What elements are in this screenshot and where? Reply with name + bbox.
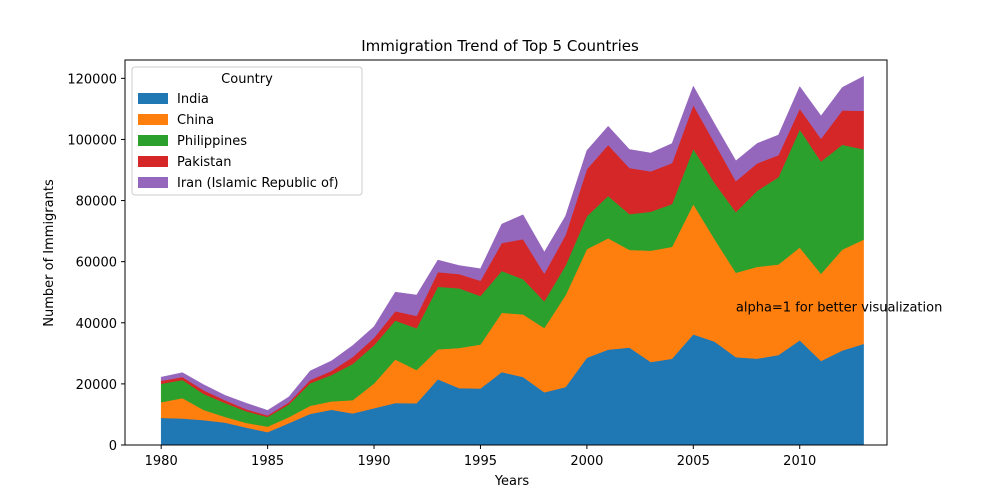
- y-tick-label: 20000: [76, 378, 117, 393]
- y-axis: 0 20000 40000 60000 80000 100000 120000: [67, 72, 125, 454]
- legend-label: Philippines: [177, 134, 247, 149]
- legend-label: Iran (Islamic Republic of): [177, 176, 339, 191]
- legend-swatch: [138, 177, 168, 188]
- x-tick-label: 1985: [251, 454, 284, 469]
- y-axis-title: Number of Immigrants: [42, 179, 57, 327]
- y-tick-label: 0: [109, 439, 117, 454]
- legend-swatch: [138, 135, 168, 146]
- x-axis: 1980 1985 1990 1995 2000 2005 2010: [145, 445, 816, 469]
- y-tick-label: 80000: [76, 195, 117, 210]
- x-axis-title: Years: [494, 474, 530, 489]
- x-tick-label: 2000: [570, 454, 603, 469]
- legend-label: Pakistan: [177, 155, 231, 170]
- legend: Country India China Philippines Pakistan Ira…: [131, 66, 363, 196]
- x-tick-label: 1990: [357, 454, 390, 469]
- legend-label: India: [177, 92, 209, 107]
- legend-label: China: [177, 113, 214, 128]
- legend-swatch: [138, 93, 168, 104]
- x-tick-label: 2010: [783, 454, 816, 469]
- x-tick-label: 1980: [145, 454, 178, 469]
- area-series-iran-islamic-republic-of: [160, 75, 864, 416]
- y-tick-label: 40000: [76, 317, 117, 332]
- chart-title: Immigration Trend of Top 5 Countries: [361, 37, 639, 55]
- x-tick-label: 2005: [677, 454, 710, 469]
- legend-swatch: [138, 114, 168, 125]
- area-series-group: [160, 75, 864, 446]
- x-tick-label: 1995: [464, 454, 497, 469]
- y-tick-label: 120000: [67, 72, 117, 87]
- plot-frame: [124, 59, 888, 446]
- legend-box: [131, 66, 363, 196]
- y-tick-label: 100000: [67, 133, 117, 148]
- legend-swatch: [138, 156, 168, 167]
- chart-annotation: alpha=1 for better visualization: [736, 301, 942, 316]
- legend-title: Country: [221, 72, 273, 87]
- y-tick-label: 60000: [76, 256, 117, 271]
